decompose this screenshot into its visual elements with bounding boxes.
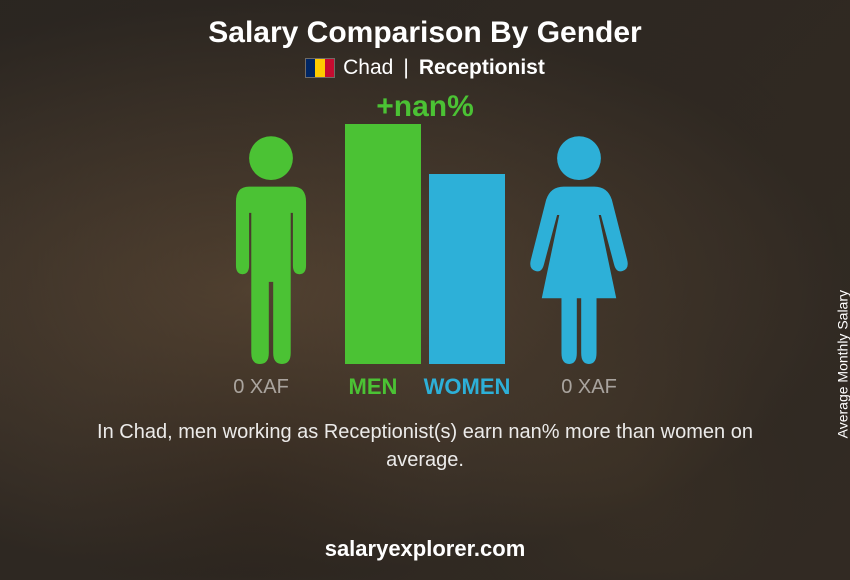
men-label: MEN <box>331 374 415 400</box>
flag-stripe-1 <box>306 59 315 77</box>
chart-area: +nan% <box>105 90 745 400</box>
description-text: In Chad, men working as Receptionist(s) … <box>65 418 785 474</box>
male-figure-icon <box>216 134 326 364</box>
women-label: WOMEN <box>415 374 519 400</box>
job-title: Receptionist <box>419 56 545 80</box>
labels-row: 0 XAF MEN WOMEN 0 XAF <box>105 374 745 400</box>
bars-row <box>105 124 745 364</box>
y-axis-label: Average Monthly Salary <box>834 290 850 438</box>
female-figure-wrap <box>509 134 649 364</box>
separator: | <box>403 56 408 80</box>
subtitle-row: Chad | Receptionist <box>305 56 545 80</box>
men-value-label: 0 XAF <box>191 376 331 399</box>
men-bar <box>345 124 421 364</box>
flag-stripe-3 <box>325 59 334 77</box>
content-container: Salary Comparison By Gender Chad | Recep… <box>0 0 850 580</box>
chad-flag-icon <box>305 58 335 78</box>
male-figure-wrap <box>201 134 341 364</box>
country-name: Chad <box>343 56 393 80</box>
women-value-label: 0 XAF <box>519 376 659 399</box>
footer-attribution: salaryexplorer.com <box>325 536 526 562</box>
page-title: Salary Comparison By Gender <box>208 16 641 50</box>
percent-difference-label: +nan% <box>376 90 474 124</box>
flag-stripe-2 <box>315 59 324 77</box>
women-bar <box>429 174 505 364</box>
female-figure-icon <box>524 134 634 364</box>
